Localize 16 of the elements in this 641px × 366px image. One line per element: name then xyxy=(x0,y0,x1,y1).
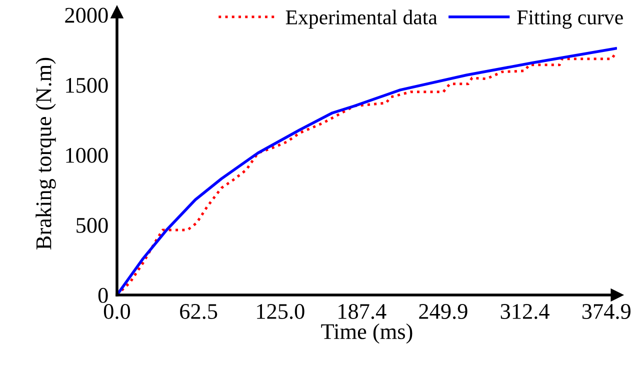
legend-label: Experimental data xyxy=(286,10,438,29)
x-tick-label: 374.9 xyxy=(582,304,630,320)
y-axis-title: Braking torque (N.m) xyxy=(36,58,56,250)
x-tick-label: 312.4 xyxy=(500,304,550,320)
x-tick-label: 249.9 xyxy=(419,304,468,320)
y-tick-label: 2000 xyxy=(65,8,108,23)
x-tick-label: 125.0 xyxy=(257,304,304,320)
y-tick-label: 0 xyxy=(98,288,108,303)
y-tick-label: 500 xyxy=(76,218,108,233)
legend-label: Fitting curve xyxy=(517,10,623,29)
x-tick-label: 0.0 xyxy=(104,304,130,320)
x-axis-title: Time (ms) xyxy=(321,323,412,344)
y-tick-label: 1500 xyxy=(66,78,108,93)
x-tick-label: 187.4 xyxy=(338,304,386,320)
y-tick-label: 1000 xyxy=(66,148,108,163)
x-tick-label: 62.5 xyxy=(180,304,218,320)
